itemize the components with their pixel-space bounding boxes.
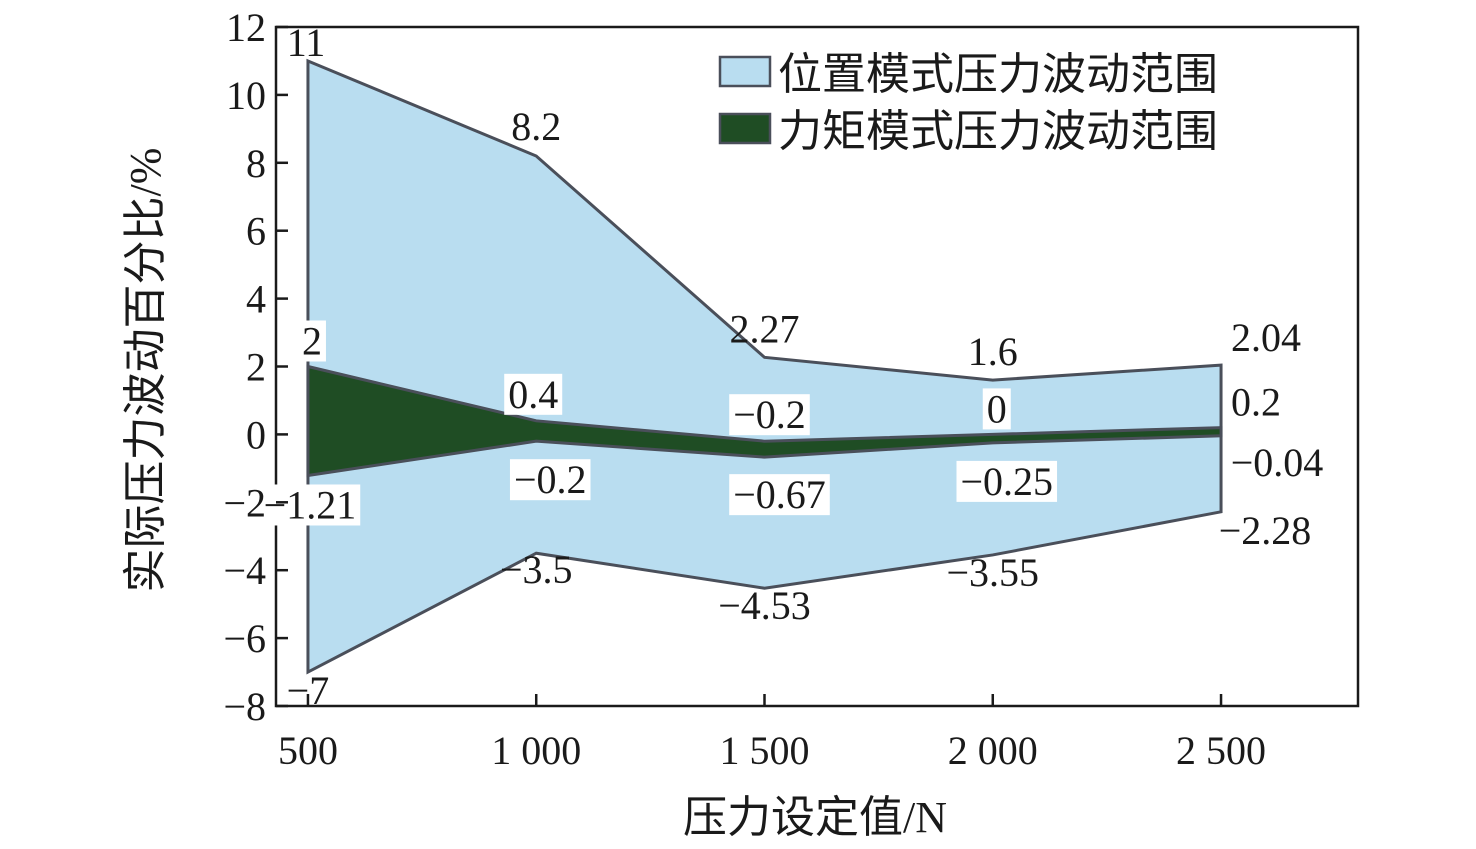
data-label-bg — [729, 474, 830, 516]
y-axis-label: 实际压力波动百分比/% — [121, 148, 170, 593]
x-axis-label: 压力设定值/N — [683, 793, 947, 842]
data-label-bg — [504, 373, 563, 415]
x-tick-label: 500 — [278, 728, 338, 773]
data-label-bg — [1226, 441, 1328, 483]
data-label-s2-lower-4: −0.25 — [960, 459, 1053, 504]
band-series-1 — [306, 58, 1223, 675]
data-label-s2-upper-5: 0.2 — [1231, 380, 1281, 425]
data-label-s2-lower-1: −1.21 — [264, 482, 357, 527]
legend-label-2: 力矩模式压力波动范围 — [778, 107, 1218, 156]
y-tick-label: −6 — [223, 616, 266, 661]
data-label-s1-upper-5: 2.04 — [1231, 315, 1301, 360]
x-tick-label: 2 000 — [948, 728, 1038, 773]
data-label-s1-lower-1: −7 — [287, 668, 330, 713]
y-tick-label: 6 — [246, 209, 266, 254]
legend-swatch-1 — [718, 55, 772, 88]
y-tick-label: −2 — [223, 480, 266, 525]
data-label-s1-lower-2: −3.5 — [500, 547, 573, 592]
y-tick-label: −4 — [223, 548, 266, 593]
data-label-bg — [956, 460, 1058, 502]
data-label-s1-lower-3: −4.53 — [718, 583, 811, 628]
data-label-s1-lower-4: −3.55 — [946, 550, 1039, 595]
x-tick-label: 1 000 — [491, 728, 581, 773]
x-tick-label: 1 500 — [719, 728, 809, 773]
y-tick-label: 2 — [246, 345, 266, 390]
data-label-s2-lower-2: −0.2 — [514, 457, 587, 502]
data-label-s1-lower-5: −2.28 — [1219, 508, 1312, 553]
y-tick-label: −8 — [223, 684, 266, 729]
y-tick-label: 12 — [226, 5, 266, 50]
data-label-s2-upper-1: 2 — [302, 319, 322, 364]
data-label-bg — [1227, 381, 1286, 423]
data-label-s2-upper-2: 0.4 — [508, 372, 558, 417]
y-tick-label: 10 — [226, 73, 266, 118]
data-label-bg — [297, 320, 326, 362]
x-tick-label: 2 500 — [1176, 728, 1266, 773]
legend-label-1: 位置模式压力波动范围 — [778, 50, 1218, 99]
data-label-bg — [259, 484, 361, 526]
data-label-s2-lower-5: −0.04 — [1231, 440, 1324, 485]
data-label-bg — [729, 394, 810, 436]
data-label-bg — [982, 388, 1011, 430]
data-label-s1-upper-1: 11 — [287, 20, 326, 65]
data-labels-layer: 11 8.2 2.27 1.6 2.04 −7 −3.5 −4.53 −3.55 −2.28 2 0.… — [259, 20, 1328, 713]
data-label-s2-upper-4: 0 — [987, 386, 1007, 431]
data-label-s2-upper-3: −0.2 — [733, 392, 806, 437]
legend-swatch-2 — [718, 112, 772, 145]
y-tick-label: 8 — [246, 141, 266, 186]
data-label-s1-upper-3: 2.27 — [729, 306, 799, 351]
bands-layer — [306, 58, 1223, 675]
data-label-s1-upper-4: 1.6 — [968, 329, 1018, 374]
y-tick-label: 4 — [246, 277, 266, 322]
y-tick-label: 0 — [246, 412, 266, 457]
data-label-s1-upper-2: 8.2 — [511, 104, 561, 149]
band-series-2 — [306, 364, 1223, 478]
data-label-s2-lower-3: −0.67 — [733, 472, 826, 517]
data-label-bg — [509, 459, 591, 501]
